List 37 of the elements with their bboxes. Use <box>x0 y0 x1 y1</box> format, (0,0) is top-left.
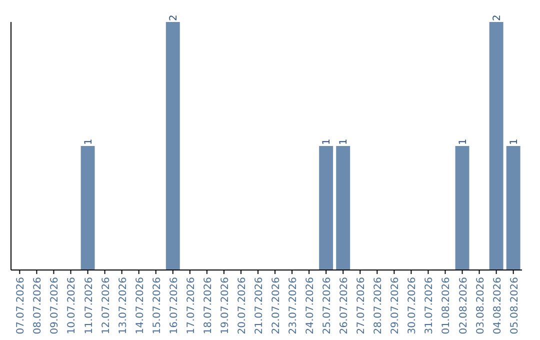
x-tick-label: 27.07.2026 <box>356 277 368 334</box>
x-tick-label: 13.07.2026 <box>118 277 129 334</box>
x-tick-label: 25.07.2026 <box>322 277 334 334</box>
x-tick-label: 17.07.2026 <box>186 277 197 334</box>
data-label: 1 <box>322 138 333 145</box>
x-tick-label: 28.07.2026 <box>373 277 384 334</box>
x-tick-label: 31.07.2026 <box>424 277 436 334</box>
data-label: 1 <box>458 138 469 145</box>
x-tick-label: 03.08.2026 <box>475 277 486 334</box>
x-tick-label: 26.07.2026 <box>339 277 350 334</box>
data-label: 2 <box>492 14 503 21</box>
x-tick-label: 12.07.2026 <box>100 277 112 334</box>
data-label: 1 <box>83 138 94 145</box>
x-tick-label: 01.08.2026 <box>441 277 452 334</box>
x-tick-label: 30.07.2026 <box>407 277 418 334</box>
x-tick-label: 02.08.2026 <box>458 277 470 334</box>
x-tick-label: 08.07.2026 <box>32 277 44 334</box>
x-tick-label: 14.07.2026 <box>134 277 146 334</box>
x-tick-label: 11.07.2026 <box>84 277 95 334</box>
x-tick-label: 23.07.2026 <box>288 277 300 334</box>
data-label: 1 <box>338 138 350 145</box>
x-tick-label: 07.07.2026 <box>16 277 27 334</box>
x-tick-label: 10.07.2026 <box>66 277 78 334</box>
x-tick-label: 24.07.2026 <box>305 277 316 334</box>
x-tick-label: 16.07.2026 <box>168 277 180 334</box>
x-tick-label: 18.07.2026 <box>202 277 214 334</box>
x-tick-label: 04.08.2026 <box>492 277 504 334</box>
x-tick-label: 19.07.2026 <box>220 277 231 334</box>
x-tick-label: 15.07.2026 <box>152 277 163 334</box>
x-tick-label: 05.08.2026 <box>509 277 520 334</box>
x-tick-label: 20.07.2026 <box>236 277 248 334</box>
x-tick-label: 29.07.2026 <box>390 277 402 334</box>
x-tick-label: 22.07.2026 <box>271 277 282 334</box>
data-label: 2 <box>168 14 180 21</box>
x-tick-label: 09.07.2026 <box>50 277 61 334</box>
x-tick-label: 21.07.2026 <box>254 277 265 334</box>
data-label: 1 <box>508 138 520 145</box>
